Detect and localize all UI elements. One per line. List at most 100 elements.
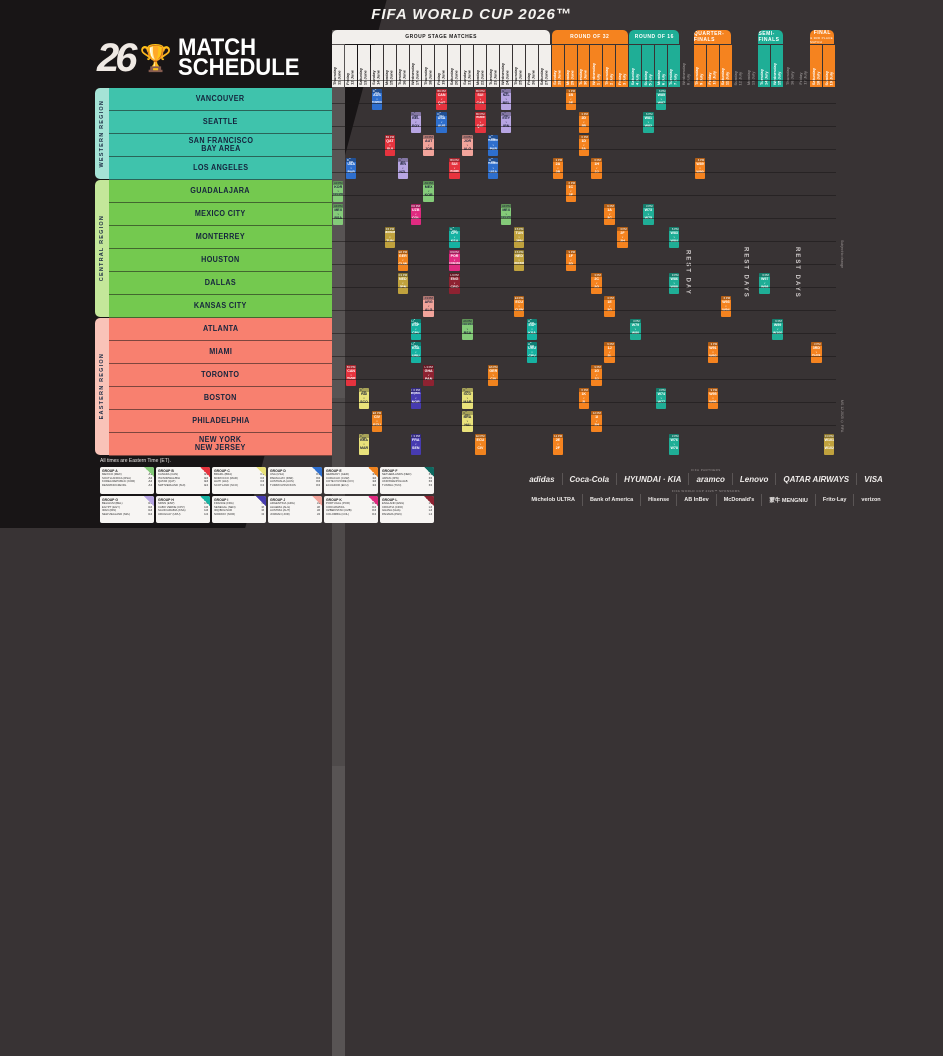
date-label: Thursday 11 June: [332, 66, 342, 85]
match-team-b: NOR: [411, 399, 420, 404]
phase-header-sf: SEMI-FINALS: [758, 30, 783, 44]
match-vs: v: [492, 373, 494, 377]
match-vs: v: [415, 350, 417, 354]
match-cell: 3 PM 2F v 2H: [617, 227, 628, 248]
match-team-b: KOR: [424, 192, 433, 197]
legend-team: ITA/NIR/WAL/BIH B2: [158, 475, 208, 480]
date-cell: Friday 26 June: [525, 45, 538, 87]
date-label: Sunday 12 July: [733, 70, 743, 85]
match-vs: v: [596, 373, 598, 377]
phase-header-qf: QUARTER-FINALS: [693, 30, 732, 44]
legend-group-title: GROUP I: [214, 497, 229, 502]
region-label: EASTERN REGION: [99, 353, 105, 420]
match-vs: v: [479, 120, 481, 124]
legend-team: IRQ/BOL/SUR I3: [214, 508, 264, 513]
match-time: 12 PM: [552, 434, 564, 438]
match-team-a: ECU: [476, 438, 485, 442]
match-vs: v: [505, 212, 507, 216]
match-team-b: 3H: [594, 422, 599, 427]
legend-team: CURACAO (CUW) E2: [326, 475, 376, 480]
match-vs: v: [376, 97, 378, 101]
match-cell: 6 PM W85 v W87: [656, 89, 667, 110]
match-team-b: CPV: [412, 330, 420, 335]
city-label: GUADALAJARA: [190, 186, 251, 195]
date-label: Sunday 5 July: [642, 70, 653, 85]
phase-label: SEMI-FINALS: [758, 31, 780, 43]
match-team-b: 3D: [568, 261, 574, 266]
date-label: Wednesday 8 July: [681, 62, 691, 85]
match-team-b: 2I: [582, 399, 586, 404]
match-schedule-logo: 26 🏆 MATCH SCHEDULE: [97, 30, 329, 86]
match-team-b: CIV: [477, 445, 484, 450]
phase-sublabel: & 3RD PLACE MATCH: [810, 36, 833, 44]
page-title: FIFA WORLD CUP 2026™: [371, 6, 572, 23]
copyright-note: MS.12.2025 © FIFA: [840, 400, 844, 433]
legend-team: DEN/MKD/CZE/IRL A4: [102, 482, 152, 487]
match-team-b: 2B: [555, 169, 561, 174]
date-cell: Sunday 21 June: [461, 45, 474, 87]
match-team-b: PLACE: [812, 353, 821, 357]
phase-label: ROUND OF 32: [570, 34, 610, 40]
city-row-seattle: SEATTLE: [109, 111, 332, 134]
date-cell: Monday 13 July: [746, 45, 758, 87]
date-cell: Monday 29 June: [564, 45, 577, 87]
legend-team: COD/JAM/NCL K2: [326, 504, 376, 509]
date-label: Friday 3 July: [616, 72, 627, 85]
date-cell: Thursday 16 July: [784, 45, 796, 87]
match-vs: v: [428, 189, 430, 193]
legend-card-corner: [368, 496, 378, 506]
match-vs: v: [466, 419, 469, 423]
match-vs: v: [647, 212, 649, 216]
match-vs: v: [647, 120, 649, 124]
match-team-b: QAT: [437, 100, 446, 105]
match-cell: 3 PM 1B v 2E: [565, 89, 577, 110]
match-vs: v: [725, 304, 727, 308]
match-vs: v: [453, 235, 456, 239]
legend-team: SCOTLAND (SCO) C4: [214, 482, 264, 487]
match-team-b: W94: [722, 307, 730, 312]
world-cup-trophy-icon: 🏆: [139, 43, 172, 73]
match-team-b: RSA: [463, 330, 472, 335]
sponsor-logo: 蒙牛 MENGNIU: [761, 494, 815, 506]
date-label: Monday 13 July: [745, 69, 756, 85]
match-vs: v: [712, 396, 714, 400]
match-team-b: PAN: [425, 376, 433, 381]
legend-team: UKR/SWE/POL/ALB F3: [382, 479, 432, 484]
date-label: Thursday 9 July: [694, 66, 704, 85]
date-cell: Saturday 11 July: [719, 45, 732, 87]
match-vs: v: [453, 281, 456, 285]
match-team-b: ALG: [463, 146, 472, 151]
legend-team: GHANA (GHA) L3: [382, 508, 432, 513]
match-cell: 3 PM W79 v W80: [630, 319, 641, 340]
match-vs: v: [583, 143, 585, 147]
date-cell: Thursday 2 July: [603, 45, 616, 87]
match-vs: v: [531, 350, 533, 354]
match-cell: 6 PM 1C v 3F: [565, 181, 577, 202]
match-team-b: W84: [670, 238, 678, 243]
sponsor-logo: McDonald's: [715, 494, 762, 506]
date-label: Tuesday 30 June: [577, 69, 588, 85]
match-vs: v: [570, 97, 572, 101]
date-label: Saturday 4 July: [629, 67, 640, 85]
match-team-b: W96: [709, 399, 717, 404]
match-team-b: QAT: [476, 123, 485, 128]
phase-label: FINAL: [813, 30, 831, 36]
match-vs: v: [583, 120, 585, 124]
match-vs: v: [660, 396, 662, 400]
legend-team: SAUDI ARABIA (KSA) H3: [158, 508, 208, 513]
city-row-houston: HOUSTON: [109, 249, 332, 272]
date-cell: Thursday 9 July: [693, 45, 706, 87]
